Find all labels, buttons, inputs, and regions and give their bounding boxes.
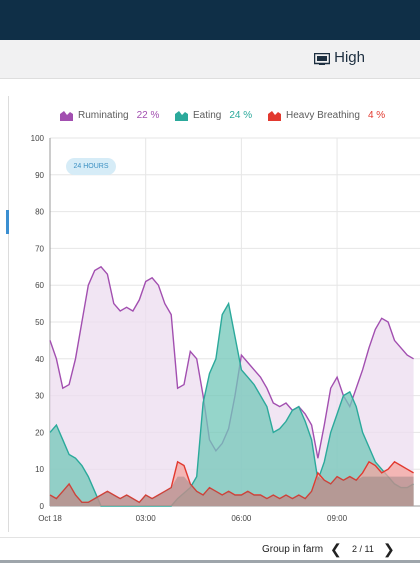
y-tick-label: 100: [31, 134, 45, 143]
toolbar: [0, 40, 420, 79]
left-panel-edge: [0, 96, 10, 532]
legend-percent: 24 %: [229, 110, 253, 121]
chart-legend: Ruminating 22 % Eating 24 % Heavy Breath…: [0, 110, 420, 128]
x-tick-label: 03:00: [136, 514, 157, 523]
page-indicator: 2 / 11: [352, 544, 374, 554]
legend-item-eating[interactable]: Eating 24 %: [175, 110, 252, 121]
series-area-eating: [50, 303, 414, 506]
y-tick-label: 30: [35, 392, 44, 401]
bottom-edge: [0, 560, 420, 563]
legend-percent: 22 %: [136, 110, 160, 121]
legend-label: Ruminating: [78, 110, 129, 121]
y-tick-label: 40: [35, 355, 44, 364]
y-tick-label: 70: [35, 244, 44, 253]
series-area-heavy-breathing: [50, 461, 414, 506]
chevron-right-icon[interactable]: ❯: [383, 541, 395, 557]
series-line-heavy-breathing: [49, 460, 414, 504]
y-tick-label: 50: [35, 318, 44, 327]
area-icon: [175, 111, 188, 121]
legend-item-heavy-breathing[interactable]: Heavy Breathing 4 %: [268, 110, 385, 121]
top-nav-bar: [0, 0, 420, 40]
monitor-icon: [313, 52, 331, 65]
left-scroll-indicator[interactable]: [6, 210, 9, 234]
priority-level: High: [313, 49, 365, 66]
group-label: Group in farm: [262, 544, 324, 555]
overlap-shading: [50, 476, 414, 506]
activity-chart: 0 10 20 30 40 50 60 70 80 90 100 Oct 18 03:00 06:00 09…: [0, 128, 420, 533]
legend-percent: 4 %: [367, 110, 386, 121]
y-tick-label: 60: [35, 281, 44, 290]
y-tick-label: 20: [35, 428, 44, 437]
x-tick-label: 06:00: [231, 514, 252, 523]
y-tick-label: 10: [35, 465, 44, 474]
y-tick-label: 80: [35, 208, 44, 217]
series-area-ruminating: [50, 266, 414, 506]
y-tick-label: 0: [40, 502, 45, 511]
legend-label: Eating: [193, 110, 222, 121]
legend-item-ruminating[interactable]: Ruminating 22 %: [60, 110, 159, 121]
chevron-left-icon[interactable]: ❮: [330, 541, 342, 557]
left-divider: [8, 96, 9, 532]
area-icon: [268, 111, 281, 121]
footer-pager: Group in farm ❮ 2 / 11 ❯: [0, 537, 420, 562]
area-icon: [60, 111, 73, 121]
y-tick-label: 90: [35, 171, 44, 180]
x-tick-label: Oct 18: [38, 514, 62, 523]
level-label: High: [334, 49, 365, 66]
time-range-badge[interactable]: 24 HOURS: [66, 158, 116, 175]
x-tick-label: 09:00: [327, 514, 348, 523]
legend-label: Heavy Breathing: [286, 110, 360, 121]
